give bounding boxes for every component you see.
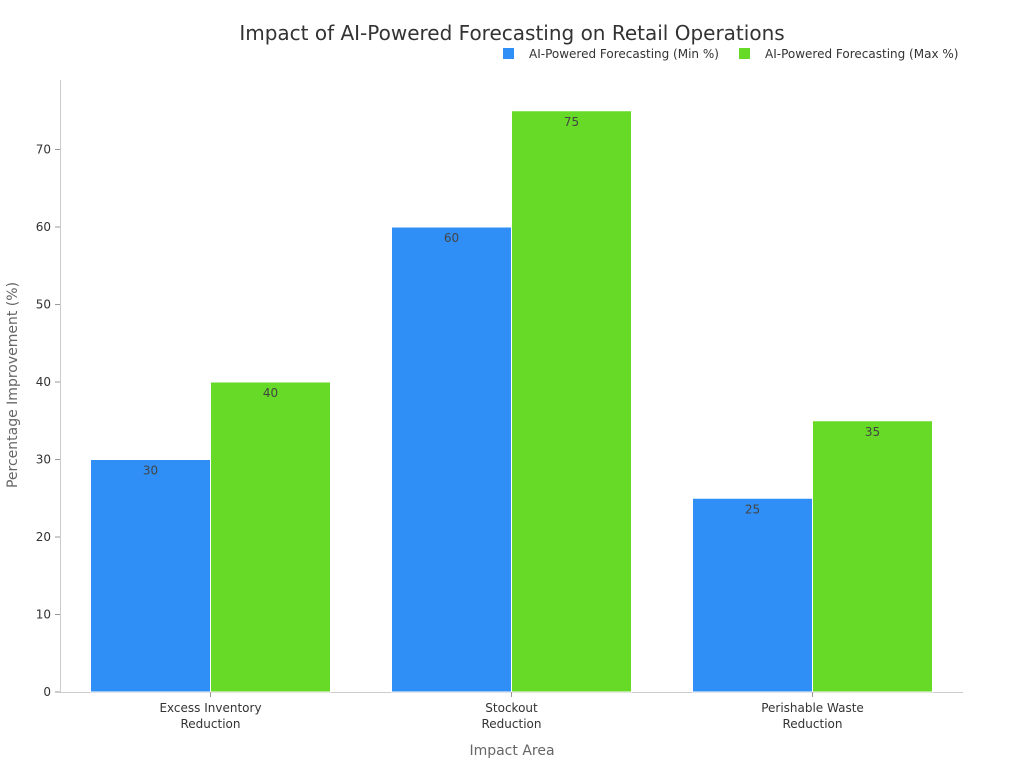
legend: AI-Powered Forecasting (Min %) AI-Powere… [503,47,958,61]
x-tick-label: Perishable Waste Reduction [761,701,864,731]
y-tick-label: 60 [36,220,51,234]
data-label: 60 [444,231,459,245]
legend-label-max: AI-Powered Forecasting (Max %) [765,47,958,61]
y-tick-label: 70 [36,143,51,157]
y-axis-title: Percentage Improvement (%) [5,282,21,488]
y-tick-label: 20 [36,530,51,544]
y-tick-label: 10 [36,608,51,622]
data-label: 40 [263,386,278,400]
y-tick-label: 40 [36,375,51,389]
data-label: 35 [865,425,880,439]
data-label: 30 [143,464,158,478]
y-ticks: 0 10 20 30 40 50 60 70 [36,143,60,699]
bar-max-1 [511,110,632,693]
bar-min-1 [391,226,512,693]
data-label: 25 [745,502,760,516]
y-tick-label: 50 [36,298,51,312]
x-tick-label: Stockout Reduction [482,701,542,731]
legend-swatch-min [503,48,514,59]
y-tick-label: 30 [36,453,51,467]
legend-swatch-max [739,48,750,59]
chart-title: Impact of AI-Powered Forecasting on Reta… [239,21,784,45]
bar-min-0 [90,459,211,693]
y-tick-label: 0 [43,685,51,699]
data-label: 75 [564,115,579,129]
x-axis-title: Impact Area [469,743,554,759]
bar-max-2 [812,420,933,693]
x-tick-label: Excess Inventory Reduction [159,701,261,731]
x-ticks: Excess Inventory Reduction Stockout Reducti… [159,692,864,731]
bars: 30 40 60 75 25 35 [90,110,933,693]
bar-max-0 [210,381,331,693]
legend-label-min: AI-Powered Forecasting (Min %) [529,47,719,61]
bar-min-2 [692,497,813,693]
